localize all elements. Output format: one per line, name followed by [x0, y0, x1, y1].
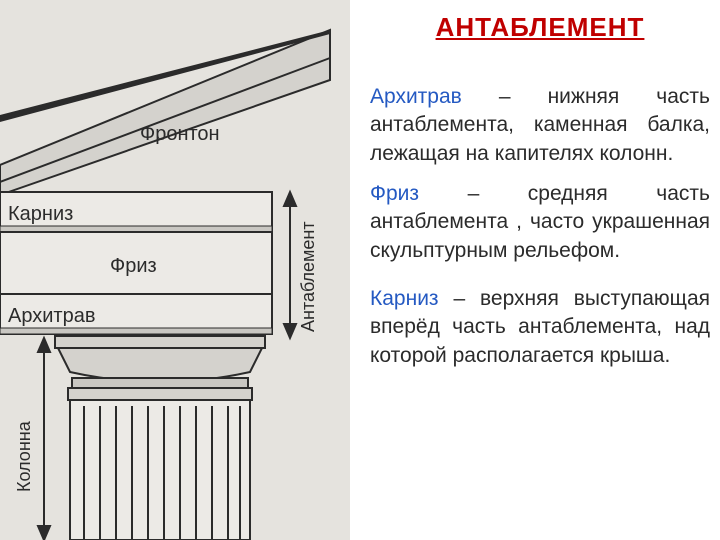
text-panel: АНТАБЛЕМЕНТ Архитрав – нижняя часть анта… [370, 0, 710, 382]
antablement-brace-label: Антаблемент [298, 221, 318, 332]
friz-label: Фриз [110, 255, 157, 277]
definition-cornice: Карниз – верхняя выступающая вперёд част… [370, 285, 710, 370]
term-cornice: Карниз [370, 287, 439, 310]
entablature-diagram: Антаблемент Колонна Фронтон Карниз Фриз … [0, 0, 350, 540]
body-frieze: – средняя часть антаблемента , часто укр… [370, 182, 710, 262]
column-brace-label: Колонна [14, 420, 34, 492]
definition-frieze: Фриз – средняя часть антаблемента , част… [370, 180, 710, 265]
term-frieze: Фриз [370, 182, 419, 205]
page-title: АНТАБЛЕМЕНТ [370, 12, 710, 43]
definition-architrave: Архитрав – нижняя часть антаблемента, ка… [370, 83, 710, 168]
term-architrave: Архитрав [370, 85, 462, 108]
arhitrav-label: Архитрав [8, 305, 95, 327]
fronton-label: Фронтон [140, 123, 220, 145]
karniz-label: Карниз [8, 203, 73, 225]
